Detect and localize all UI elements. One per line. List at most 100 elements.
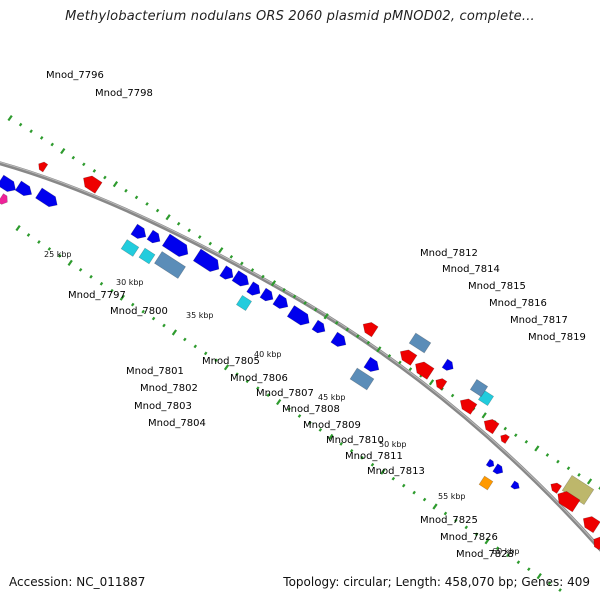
outer-track-tick-36	[387, 354, 392, 358]
outer-track-tick-56	[598, 486, 600, 490]
inner-track-tick-18	[203, 351, 208, 356]
gene-arrow-15	[330, 331, 347, 347]
outer-track-tick-7	[82, 162, 86, 167]
inner-track-tick-17	[193, 344, 198, 349]
inner-track-tick-24	[266, 393, 270, 397]
inner-track-tick-49	[527, 567, 531, 572]
label-mnod_7802-label: Mnod_7802	[140, 383, 198, 394]
label-mnod_7800-label: Mnod_7800	[110, 306, 168, 317]
label-mnod_7802-leader	[0, 113, 382, 162]
label-mnod_7825-label: Mnod_7825	[420, 515, 478, 526]
gene-arrow-23	[154, 251, 186, 279]
label-mnod_7812-label: Mnod_7812	[420, 248, 478, 259]
outer-track-tick-19	[208, 241, 213, 246]
inner-track-tick-31	[339, 442, 343, 446]
label-mnod_7815-leader	[0, 451, 294, 467]
outer-track-tick-33	[355, 334, 360, 338]
outer-track-tick-5	[60, 148, 66, 155]
inner-track-tick-25	[276, 399, 282, 406]
label-mnod_7803-label: Mnod_7803	[134, 401, 192, 412]
gene-arrow-25	[349, 367, 375, 391]
outer-track-tick-34	[366, 340, 371, 345]
inner-track-tick-37	[401, 483, 406, 488]
gene-arrow-26	[408, 332, 432, 354]
outer-track-tick-22	[240, 261, 244, 266]
gene-arrow-19	[492, 463, 504, 475]
outer-track-tick-11	[124, 188, 128, 193]
genome-summary-text: Topology: circular; Length: 458,070 bp; …	[283, 575, 590, 589]
inner-track-tick-22	[245, 379, 250, 384]
backbone-arc	[0, 161, 600, 552]
inner-track-tick-46	[495, 546, 500, 551]
gene-arrow-29	[478, 475, 494, 491]
label-mnod_7809-label: Mnod_7809	[303, 420, 361, 431]
outer-track-tick-13	[145, 202, 149, 206]
label-mnod_7814-label: Mnod_7814	[442, 264, 500, 275]
outer-track-tick-35	[376, 346, 382, 353]
outer-track-tick-45	[481, 412, 487, 419]
gene-arrow-20	[510, 480, 520, 490]
outer-track-tick-48	[514, 433, 518, 438]
inner-track-tick-10	[119, 294, 125, 301]
gene-arrow-14	[311, 319, 326, 334]
outer-track-tick-25	[270, 280, 277, 287]
gene-arrow-17	[441, 358, 454, 371]
label-mnod_7797-label: Mnod_7797	[68, 290, 126, 301]
label-mnod_7803-leader	[0, 116, 400, 180]
gene-arrow-41	[557, 491, 581, 513]
inner-track-tick-13	[151, 316, 156, 321]
gene-arrow-11	[259, 287, 274, 302]
outer-track-tick-14	[155, 208, 160, 213]
gene-arrow-21	[120, 239, 140, 257]
gene-arrow-39	[500, 434, 510, 444]
inner-track-tick-44	[474, 532, 479, 537]
inner-track-tick-48	[516, 560, 521, 565]
inner-track-tick-51	[547, 581, 552, 585]
gene-arrow-7	[192, 248, 220, 273]
inner-track-tick-34	[370, 462, 375, 467]
label-mnod_7810-leader	[0, 280, 434, 303]
label-mnod_7813-leader	[0, 316, 465, 345]
accession-text: Accession: NC_011887	[9, 575, 146, 589]
inner-track-tick-39	[422, 497, 427, 502]
label-mnod_7813-label: Mnod_7813	[367, 466, 425, 477]
inner-track-tick-35	[380, 468, 386, 475]
label-mnod_7828-label: Mnod_7828	[456, 549, 514, 560]
gene-arrow-28	[469, 379, 489, 397]
tick-label-7: 60 kbp	[492, 547, 520, 556]
label-mnod_7796-label: Mnod_7796	[46, 70, 104, 81]
tick-label-4: 45 kbp	[318, 393, 346, 402]
outer-track-tick-8	[92, 169, 97, 173]
inner-track-tick-11	[130, 302, 135, 307]
tick-label-1: 30 kbp	[116, 278, 144, 287]
gene-arrow-13	[286, 305, 310, 326]
outer-track-tick-6	[71, 155, 76, 160]
label-mnod_7805-label: Mnod_7805	[202, 356, 260, 367]
outer-track-tick-27	[292, 294, 297, 299]
outer-track-tick-21	[229, 254, 234, 259]
outer-track-tick-15	[165, 214, 171, 221]
gene-arrow-40	[550, 482, 563, 494]
gene-arrow-4	[130, 223, 147, 239]
outer-track-tick-26	[282, 287, 286, 292]
label-mnod_7808-label: Mnod_7808	[282, 404, 340, 415]
label-mnod_7816-leader	[0, 463, 311, 488]
label-mnod_7796-leader	[0, 57, 83, 70]
inner-track-tick-5	[67, 259, 73, 266]
label-mnod_7817-leader	[0, 473, 328, 509]
gene-arrow-31	[38, 161, 49, 173]
inner-track-tick-43	[464, 525, 469, 530]
inner-track-tick-52	[558, 588, 562, 592]
outer-track-tick-24	[261, 274, 265, 279]
outer-track-tick-29	[313, 307, 318, 312]
outer-track-tick-32	[345, 327, 349, 332]
tick-label-5: 50 kbp	[379, 440, 407, 449]
gene-arrow-38	[483, 419, 500, 435]
label-mnod_7806-label: Mnod_7806	[230, 373, 288, 384]
inner-track-tick-40	[432, 503, 438, 510]
inner-track-tick-41	[443, 511, 448, 516]
inner-track-tick-7	[89, 274, 93, 279]
inner-track-tick-20	[223, 364, 230, 371]
